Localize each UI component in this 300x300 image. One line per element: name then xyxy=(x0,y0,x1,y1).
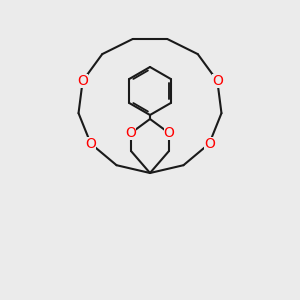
Text: O: O xyxy=(85,136,96,151)
Text: O: O xyxy=(126,126,136,140)
Text: O: O xyxy=(204,136,215,151)
Text: O: O xyxy=(77,74,88,88)
Text: O: O xyxy=(212,74,223,88)
Text: O: O xyxy=(164,126,174,140)
